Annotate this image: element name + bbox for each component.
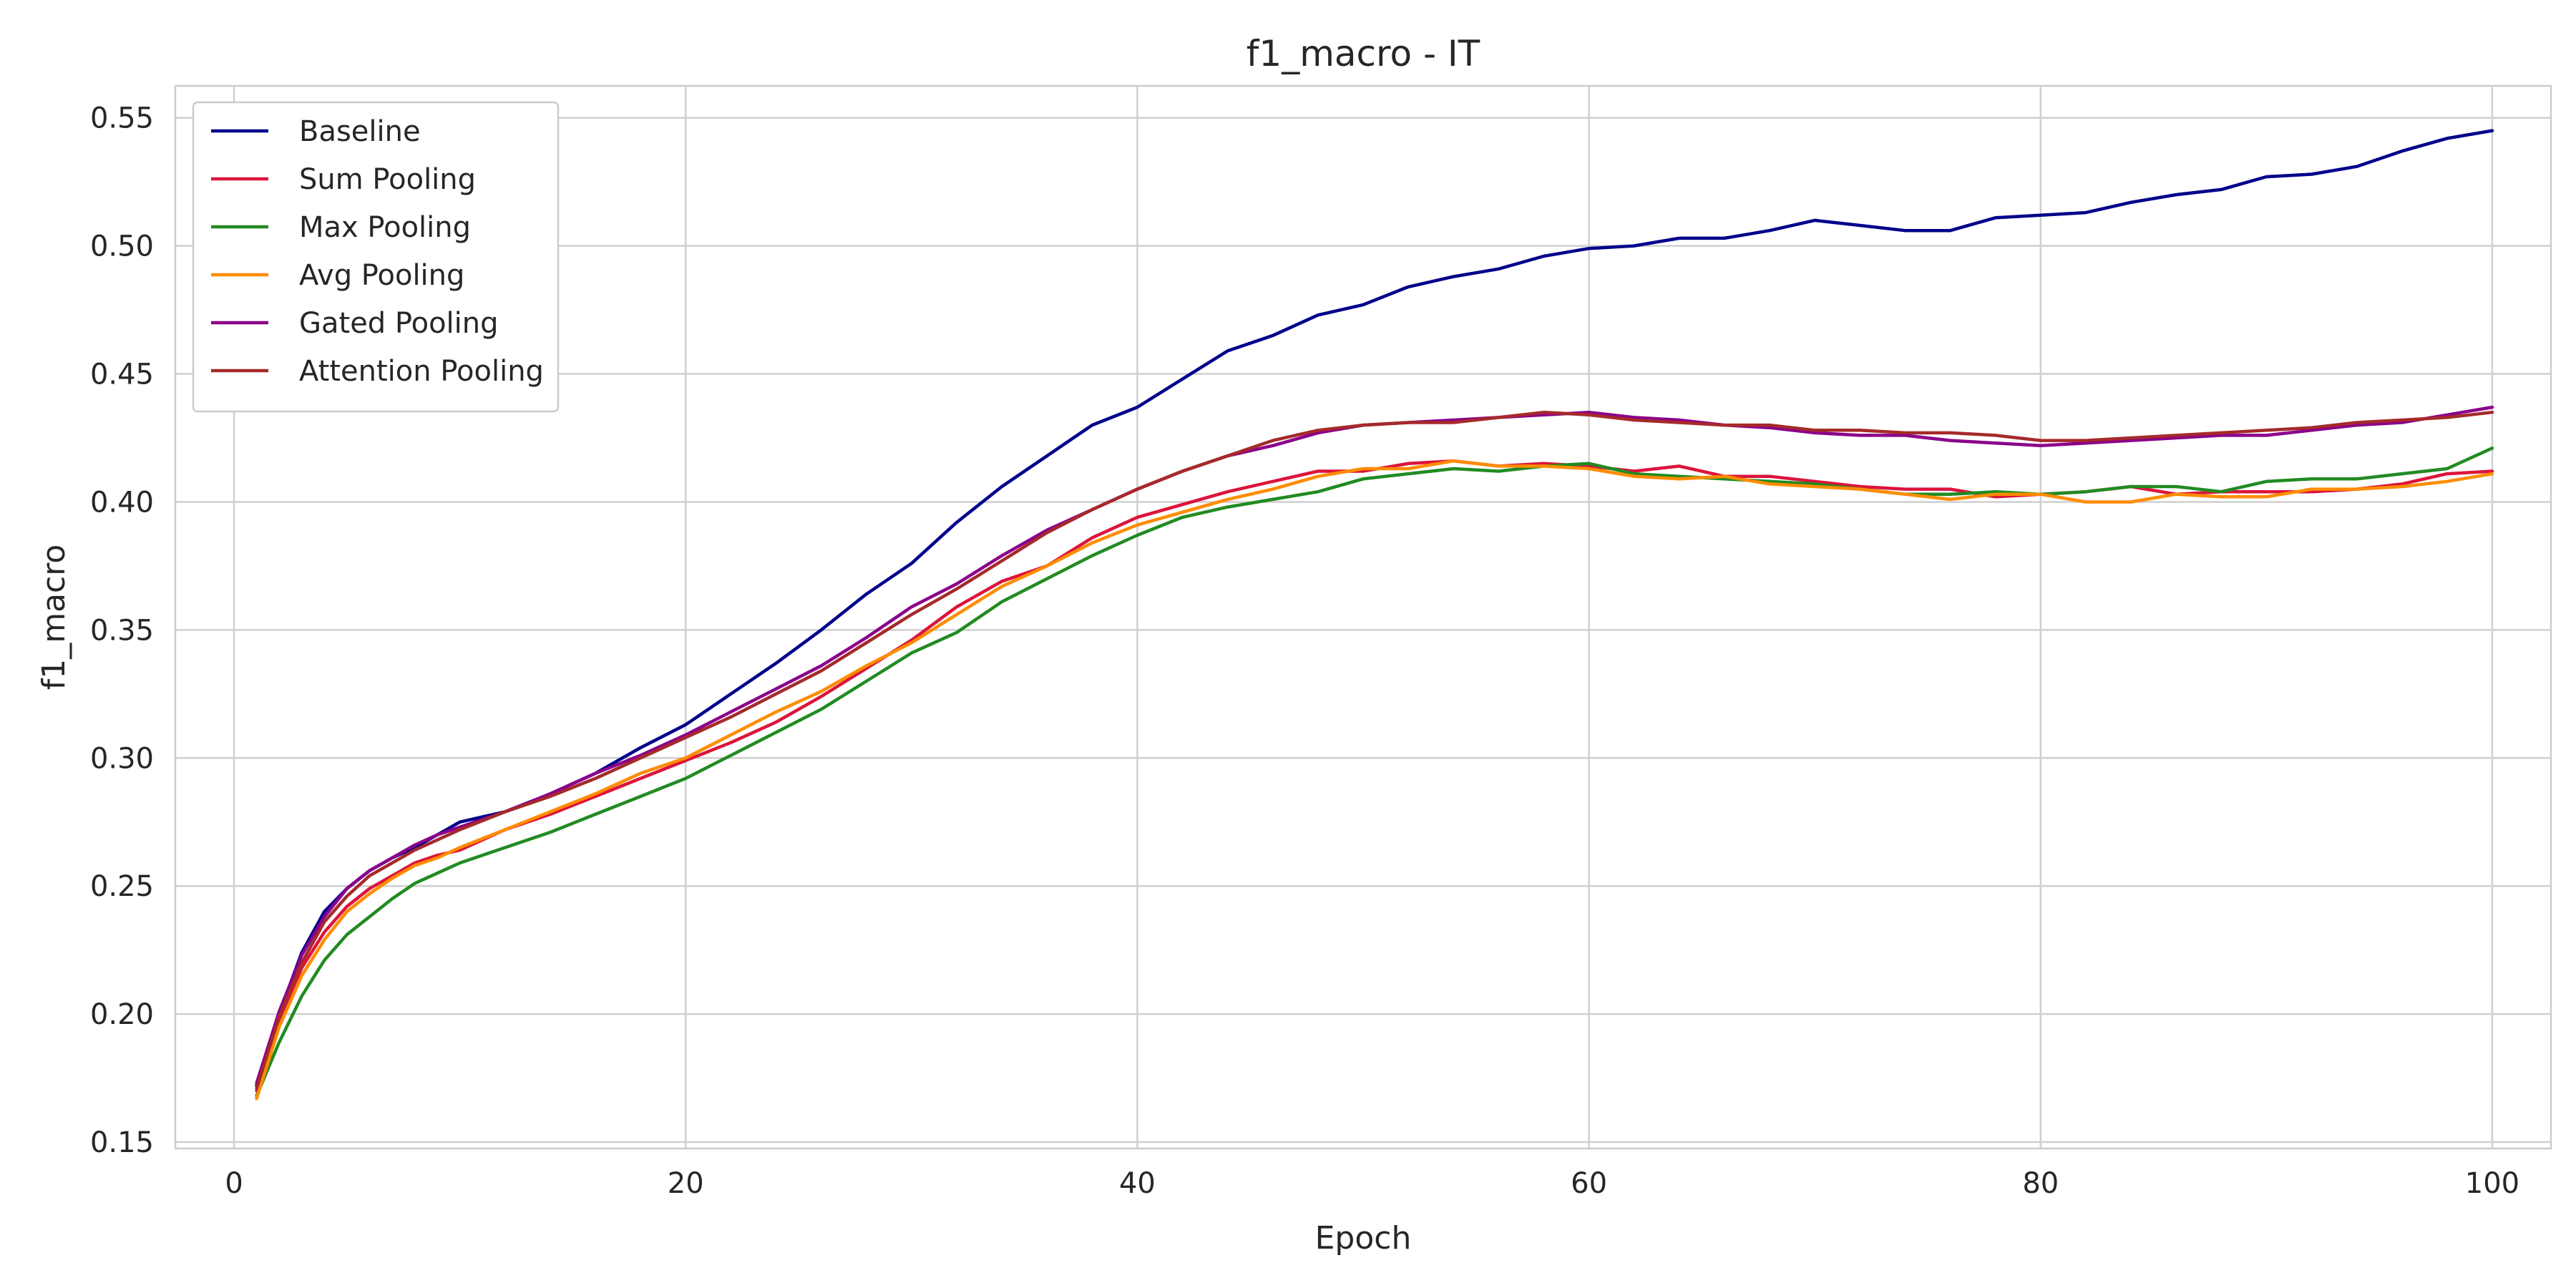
- series-line-baseline: [255, 129, 2494, 1088]
- legend-item-gated-pooling: Gated Pooling: [211, 307, 499, 340]
- legend-label: Gated Pooling: [299, 307, 499, 340]
- legend-label: Baseline: [299, 115, 421, 148]
- x-tick-label: 40: [1119, 1167, 1156, 1200]
- x-gridlines: [233, 86, 2494, 1148]
- y-tick-label: 0.55: [90, 102, 154, 135]
- legend-item-attention-pooling: Attention Pooling: [211, 355, 544, 388]
- series-line-gated-pooling: [255, 405, 2494, 1085]
- y-tick-label: 0.25: [90, 870, 154, 903]
- x-tick-label: 80: [2022, 1167, 2059, 1200]
- plot-area: [174, 84, 2552, 1150]
- y-tick-label: 0.50: [90, 230, 154, 263]
- y-tick-label: 0.40: [90, 486, 154, 519]
- legend-label: Avg Pooling: [299, 259, 464, 292]
- legend-label: Max Pooling: [299, 211, 471, 244]
- legend-item-baseline: Baseline: [211, 115, 421, 148]
- y-axis-ticks: 0.15 0.20 0.25 0.30 0.35 0.40 0.45 0.50 0.55: [90, 102, 154, 1159]
- y-tick-label: 0.30: [90, 742, 154, 775]
- y-tick-label: 0.35: [90, 614, 154, 647]
- legend-item-sum-pooling: Sum Pooling: [211, 163, 476, 196]
- series-line-attention-pooling: [255, 410, 2494, 1091]
- y-axis-label: f1_macro: [36, 545, 72, 691]
- x-axis-ticks: 0 20 40 60 80 100: [225, 1167, 2519, 1200]
- legend-item-avg-pooling: Avg Pooling: [211, 259, 464, 292]
- legend: Baseline Sum Pooling Max Pooling Avg Poolin…: [192, 101, 560, 413]
- legend-frame: [192, 101, 560, 413]
- legend-label: Sum Pooling: [299, 163, 476, 196]
- series-line-max-pooling: [255, 447, 2494, 1098]
- legend-label: Attention Pooling: [299, 355, 544, 388]
- legend-item-max-pooling: Max Pooling: [211, 211, 471, 244]
- x-axis-label: Epoch: [1315, 1220, 1412, 1257]
- x-tick-label: 0: [225, 1167, 243, 1200]
- series-line-avg-pooling: [255, 459, 2494, 1101]
- chart-title: f1_macro - IT: [1246, 33, 1480, 74]
- x-tick-label: 60: [1571, 1167, 1607, 1200]
- y-tick-label: 0.45: [90, 358, 154, 391]
- y-tick-label: 0.20: [90, 998, 154, 1031]
- y-gridlines: [175, 117, 2551, 1143]
- series-lines: [255, 129, 2494, 1101]
- x-tick-label: 20: [668, 1167, 704, 1200]
- y-tick-label: 0.15: [90, 1126, 154, 1159]
- x-tick-label: 100: [2465, 1167, 2519, 1200]
